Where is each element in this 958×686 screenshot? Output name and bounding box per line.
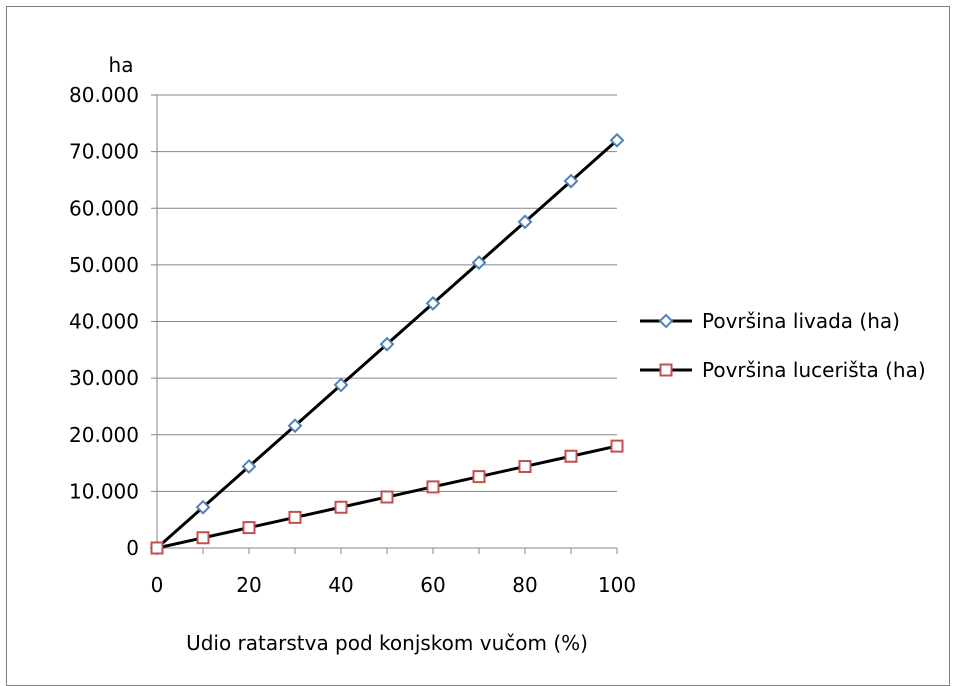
axes xyxy=(156,95,618,554)
data-point xyxy=(196,531,210,545)
data-point xyxy=(609,132,625,148)
legend-item-livada: Površina livada (ha) xyxy=(640,309,900,333)
data-point xyxy=(380,490,394,504)
data-point xyxy=(426,480,440,494)
y-tick-label: 0 xyxy=(126,536,139,560)
data-point xyxy=(425,295,441,311)
data-point xyxy=(288,510,302,524)
legend-label-luceriste: Površina lucerišta (ha) xyxy=(702,358,926,382)
data-point xyxy=(334,500,348,514)
series-group xyxy=(149,132,625,556)
x-tick-label: 80 xyxy=(512,573,537,597)
y-tick-label: 30.000 xyxy=(69,366,139,390)
x-tick-label: 100 xyxy=(598,573,636,597)
y-tick-label: 20.000 xyxy=(69,423,139,447)
legend: Površina livada (ha) Površina lucerišta … xyxy=(640,309,926,382)
data-point xyxy=(472,470,486,484)
x-tick-label: 40 xyxy=(328,573,353,597)
y-axis-label: ha xyxy=(109,53,134,77)
line-chart: 0 10.000 20.000 30.000 40.000 50.000 60.000 70.… xyxy=(69,53,926,655)
series-1 xyxy=(150,439,624,555)
data-point xyxy=(287,418,303,434)
y-tick-label: 10.000 xyxy=(69,479,139,503)
y-tick-label: 40.000 xyxy=(69,310,139,334)
legend-item-luceriste: Površina lucerišta (ha) xyxy=(640,358,926,382)
x-tick-labels: 0 20 40 60 80 100 xyxy=(151,573,636,597)
x-tick-label: 60 xyxy=(420,573,445,597)
data-point xyxy=(610,439,624,453)
legend-marker-luceriste xyxy=(659,363,673,377)
data-point xyxy=(517,214,533,230)
y-tick-label: 70.000 xyxy=(69,140,139,164)
data-point xyxy=(564,449,578,463)
data-point xyxy=(150,541,164,555)
data-point xyxy=(333,377,349,393)
data-point xyxy=(241,459,257,474)
x-tick-label: 20 xyxy=(236,573,261,597)
x-tick-label: 0 xyxy=(151,573,164,597)
legend-marker-livada xyxy=(658,313,674,329)
data-point xyxy=(195,499,211,515)
y-tick-labels: 0 10.000 20.000 30.000 40.000 50.000 60.000 70.… xyxy=(69,83,139,560)
y-tick-label: 60.000 xyxy=(69,196,139,220)
data-point xyxy=(471,255,487,271)
data-point xyxy=(518,459,532,473)
data-point xyxy=(379,336,395,352)
y-tick-label: 50.000 xyxy=(69,253,139,277)
y-tick-label: 80.000 xyxy=(69,83,139,107)
data-point xyxy=(563,173,579,189)
data-point xyxy=(242,521,256,535)
x-axis-label: Udio ratarstva pod konjskom vučom (%) xyxy=(186,631,588,655)
chart-frame xyxy=(6,6,950,686)
legend-label-livada: Površina livada (ha) xyxy=(702,309,900,333)
gridlines xyxy=(151,94,617,549)
